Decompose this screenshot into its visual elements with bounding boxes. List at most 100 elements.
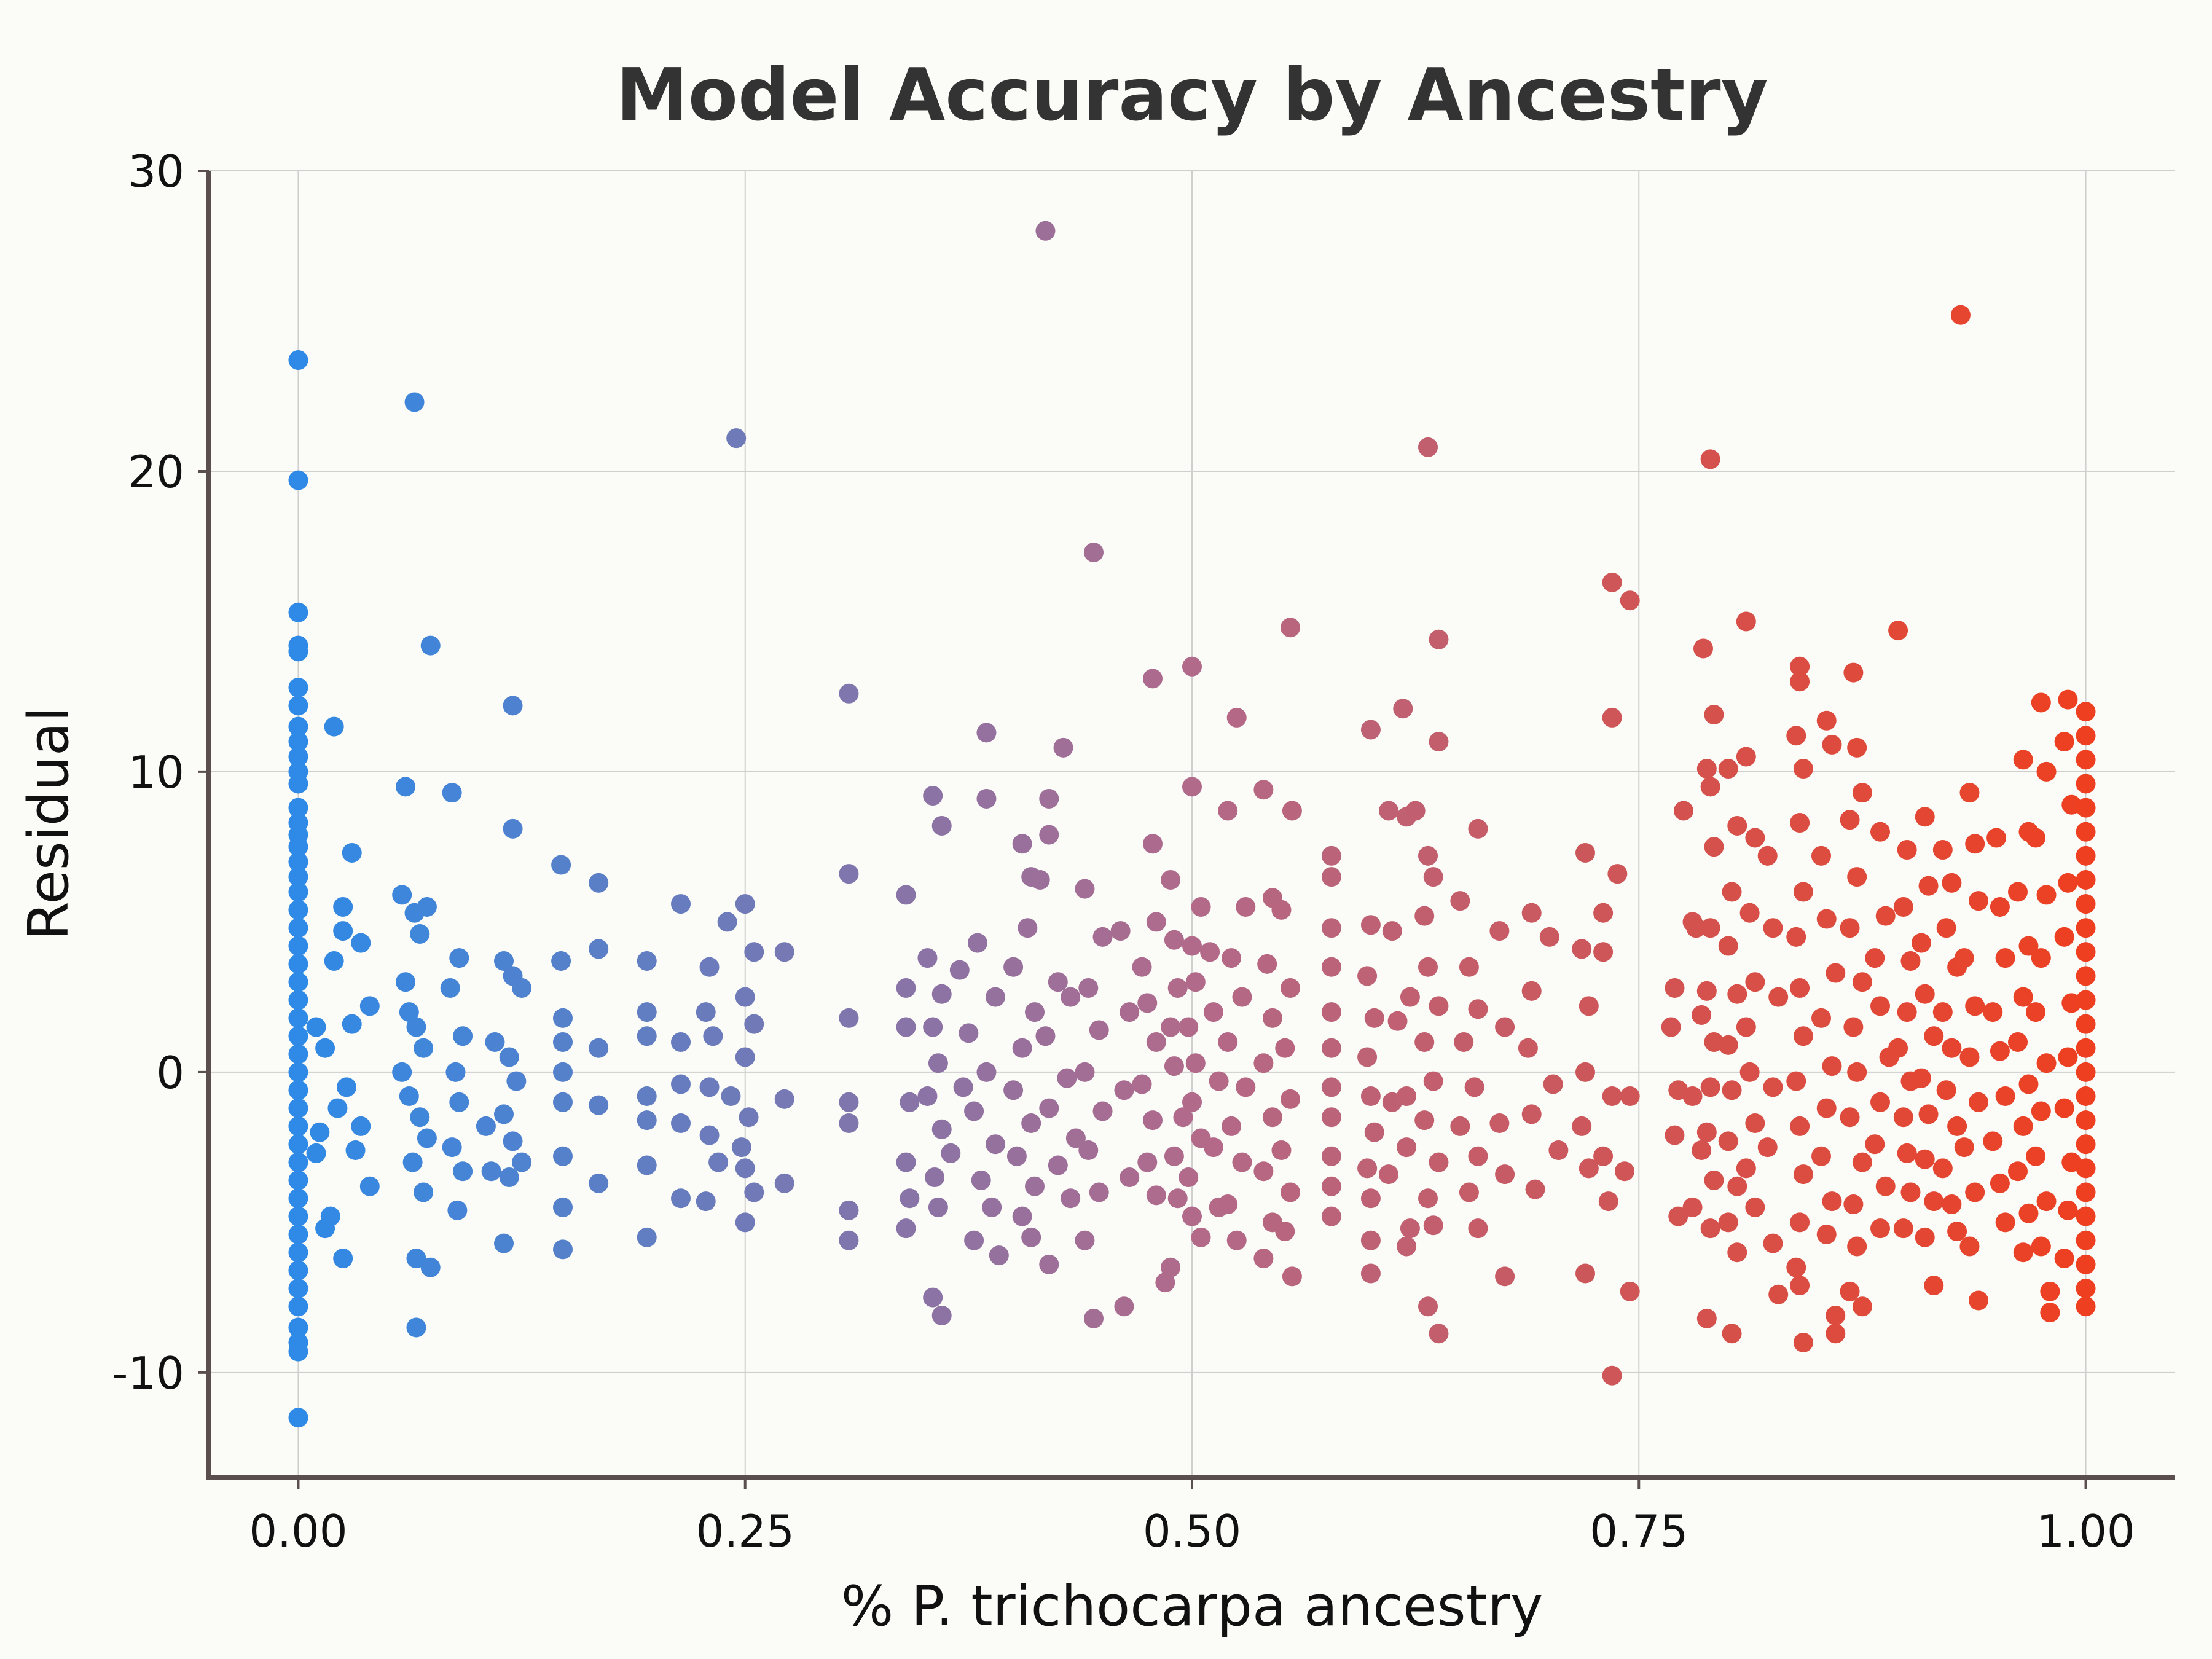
- data-point: [1990, 1041, 2010, 1061]
- data-point: [976, 1062, 997, 1082]
- data-point: [1745, 1113, 1765, 1134]
- data-point: [1924, 1191, 1944, 1212]
- data-point: [1092, 1101, 1113, 1121]
- data-point: [839, 683, 859, 704]
- data-point: [949, 960, 970, 980]
- data-point: [288, 1062, 308, 1082]
- data-point: [1983, 1131, 2003, 1151]
- data-point: [2031, 1101, 2051, 1121]
- data-point: [774, 1173, 794, 1193]
- data-point: [1414, 1032, 1435, 1052]
- data-point: [2026, 1002, 2046, 1022]
- x-tick-label: 0.75: [1590, 1505, 1688, 1557]
- data-point: [1161, 1257, 1181, 1277]
- data-point: [1006, 1146, 1027, 1166]
- data-point: [1418, 1188, 1438, 1209]
- data-point: [2036, 1053, 2057, 1073]
- data-point: [1816, 909, 1837, 929]
- data-point: [1682, 1086, 1703, 1107]
- data-point: [1757, 1137, 1778, 1158]
- data-point: [1727, 1176, 1747, 1196]
- data-point: [1969, 1092, 1988, 1112]
- data-point: [931, 1305, 952, 1325]
- data-point: [839, 1230, 859, 1250]
- data-point: [1602, 707, 1622, 728]
- data-point: [744, 942, 764, 962]
- data-point: [1696, 1122, 1717, 1142]
- data-point: [1468, 1218, 1488, 1239]
- data-point: [2054, 927, 2074, 947]
- data-point: [1665, 1125, 1685, 1145]
- data-point: [671, 1188, 691, 1209]
- data-point: [744, 1014, 764, 1034]
- data-point: [1736, 1158, 1756, 1179]
- data-point: [1811, 845, 1831, 866]
- data-point: [1003, 1080, 1024, 1100]
- data-point: [1875, 906, 1896, 926]
- data-point: [967, 933, 987, 953]
- data-point: [1078, 1140, 1099, 1161]
- data-point: [1092, 927, 1113, 947]
- data-point: [1035, 221, 1056, 241]
- data-point: [637, 1110, 657, 1131]
- data-point: [1969, 1290, 1988, 1311]
- data-point: [1364, 1008, 1384, 1028]
- data-point: [589, 939, 609, 959]
- data-point: [406, 1317, 426, 1338]
- data-point: [2058, 873, 2078, 893]
- data-point: [1012, 834, 1032, 854]
- data-point: [1084, 542, 1104, 562]
- data-point: [1900, 1182, 1921, 1202]
- data-point: [1459, 1182, 1479, 1202]
- data-point: [637, 1155, 657, 1175]
- data-point: [1065, 1128, 1086, 1148]
- data-point: [1602, 572, 1622, 592]
- data-point: [288, 1242, 308, 1263]
- data-point: [1321, 1107, 1341, 1128]
- data-point: [1035, 1026, 1056, 1046]
- data-point: [637, 951, 657, 971]
- data-point: [288, 350, 308, 371]
- data-point: [923, 1017, 943, 1037]
- data-point: [1021, 1227, 1041, 1247]
- data-point: [917, 948, 938, 968]
- data-point: [1840, 1281, 1860, 1301]
- data-point: [512, 978, 532, 998]
- data-point: [1840, 1107, 1860, 1128]
- data-point: [1275, 1222, 1295, 1242]
- data-point: [986, 1134, 1005, 1155]
- data-point: [2076, 822, 2096, 842]
- x-tick-label: 0.00: [249, 1505, 347, 1557]
- data-point: [896, 885, 916, 905]
- data-point: [1727, 984, 1747, 1004]
- data-point: [494, 951, 514, 971]
- data-point: [288, 852, 308, 872]
- data-point: [941, 1143, 961, 1163]
- data-point: [1700, 1077, 1720, 1097]
- data-point: [1986, 828, 2007, 848]
- data-point: [1539, 927, 1559, 947]
- y-tick-label: 0: [156, 1047, 184, 1099]
- data-point: [1852, 1296, 1872, 1317]
- data-point: [2013, 1116, 2033, 1136]
- data-point: [1039, 788, 1059, 809]
- data-point: [417, 1128, 437, 1148]
- data-point: [1397, 1137, 1417, 1158]
- data-point: [1911, 1068, 1931, 1088]
- data-point: [1182, 1206, 1202, 1226]
- data-point: [1030, 869, 1050, 890]
- data-point: [731, 1137, 751, 1158]
- data-point: [1786, 726, 1806, 746]
- data-point: [964, 1230, 984, 1250]
- data-point: [1579, 1158, 1599, 1179]
- data-point: [324, 716, 344, 737]
- data-point: [1218, 801, 1238, 821]
- data-point: [1843, 1194, 1864, 1215]
- x-tick-label: 1.00: [2036, 1505, 2135, 1557]
- data-point: [1790, 672, 1810, 692]
- data-point: [1786, 927, 1806, 947]
- data-point: [900, 1188, 920, 1209]
- data-point: [896, 1218, 916, 1239]
- data-point: [1852, 1152, 1872, 1172]
- data-point: [288, 641, 308, 662]
